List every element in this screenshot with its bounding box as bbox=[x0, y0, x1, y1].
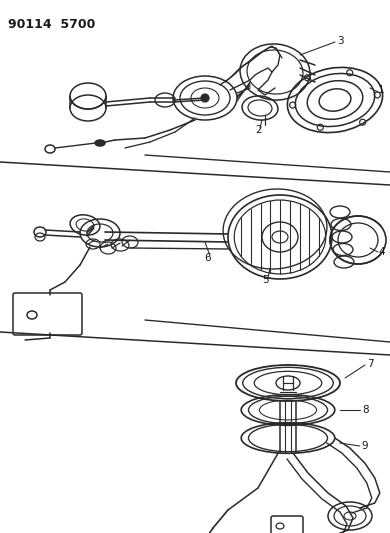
Text: 90114  5700: 90114 5700 bbox=[8, 18, 96, 31]
Text: 1: 1 bbox=[378, 85, 385, 95]
Ellipse shape bbox=[95, 140, 105, 146]
Text: 8: 8 bbox=[362, 405, 369, 415]
Text: 3: 3 bbox=[337, 36, 344, 46]
Text: 4: 4 bbox=[378, 247, 385, 257]
Text: 9: 9 bbox=[362, 441, 369, 451]
Text: 2: 2 bbox=[255, 125, 262, 135]
Text: 6: 6 bbox=[204, 253, 211, 263]
Ellipse shape bbox=[201, 94, 209, 102]
Text: 5: 5 bbox=[262, 275, 269, 285]
Text: 7: 7 bbox=[367, 359, 374, 369]
